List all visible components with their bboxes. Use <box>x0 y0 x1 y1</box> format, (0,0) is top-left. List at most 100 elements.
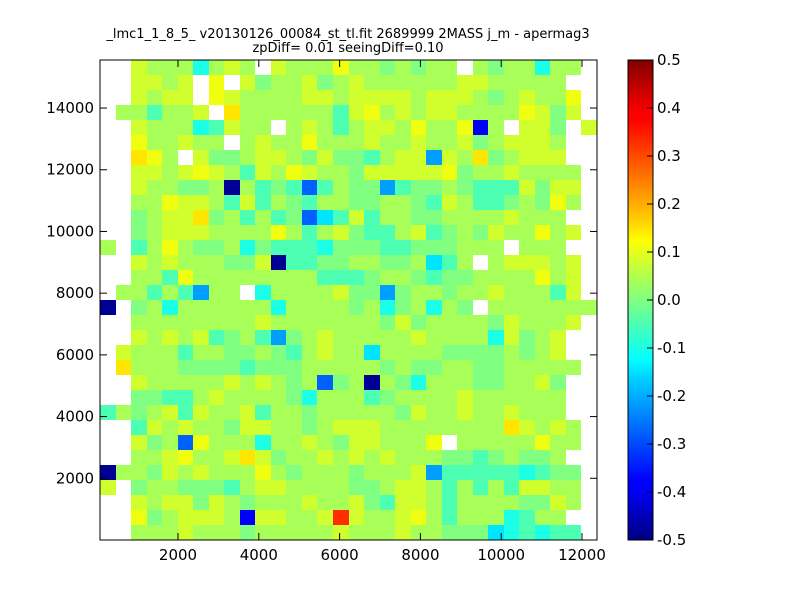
heatmap-cell <box>442 525 457 540</box>
heatmap-cell <box>255 510 271 525</box>
heatmap-cell <box>178 135 193 150</box>
heatmap-cell <box>178 465 193 480</box>
heatmap-cell <box>271 255 286 270</box>
heatmap-cell <box>286 90 302 105</box>
y-tick-label: 12000 <box>46 161 94 179</box>
heatmap-cell <box>240 90 255 105</box>
heatmap-cell <box>147 495 162 510</box>
heatmap-cell <box>395 435 411 450</box>
heatmap-cell <box>380 405 395 420</box>
heatmap-cell <box>395 345 411 360</box>
heatmap-cell <box>333 315 349 330</box>
heatmap-cell <box>286 390 302 405</box>
heatmap-cell <box>131 210 147 225</box>
heatmap-cell <box>349 120 364 135</box>
colorbar-tick-label: -0.5 <box>657 531 686 549</box>
heatmap-cell <box>255 165 271 180</box>
heatmap-cell <box>193 105 209 120</box>
heatmap-cell <box>193 180 209 195</box>
heatmap-cell <box>457 180 473 195</box>
heatmap-cell <box>457 480 473 495</box>
heatmap-cell <box>131 315 147 330</box>
heatmap-cell <box>162 330 178 345</box>
heatmap-cell <box>380 255 395 270</box>
heatmap-cell <box>473 420 488 435</box>
heatmap-cell <box>147 120 162 135</box>
heatmap-cell <box>162 360 178 375</box>
heatmap-cell <box>457 135 473 150</box>
heatmap-cell <box>333 375 349 390</box>
heatmap-cell <box>504 90 519 105</box>
heatmap-cell <box>193 495 209 510</box>
heatmap-cell <box>566 180 581 195</box>
heatmap-cell <box>535 285 550 300</box>
heatmap-cell <box>286 510 302 525</box>
heatmap-cell <box>333 75 349 90</box>
heatmap-cell <box>473 90 488 105</box>
heatmap-cell <box>209 390 224 405</box>
heatmap-cell <box>333 135 349 150</box>
heatmap-cell <box>178 240 193 255</box>
heatmap-cell <box>411 525 426 540</box>
heatmap-cell <box>442 150 457 165</box>
heatmap-cell <box>255 75 271 90</box>
x-tick-label: 2000 <box>159 546 197 564</box>
heatmap-cell <box>302 90 317 105</box>
heatmap-cell <box>473 465 488 480</box>
heatmap-cell <box>504 525 519 540</box>
heatmap-cell <box>364 435 380 450</box>
heatmap-cell <box>317 165 333 180</box>
heatmap-cell <box>349 225 364 240</box>
heatmap-cell <box>473 210 488 225</box>
heatmap-cell <box>519 90 535 105</box>
heatmap-cell <box>302 420 317 435</box>
heatmap-cell <box>349 495 364 510</box>
heatmap-cell <box>240 300 255 315</box>
heatmap-cell <box>550 435 566 450</box>
heatmap-cell <box>302 120 317 135</box>
heatmap-cell <box>550 300 566 315</box>
heatmap-cell <box>271 510 286 525</box>
heatmap-cell <box>317 420 333 435</box>
heatmap-cell <box>566 300 581 315</box>
heatmap-cell <box>286 435 302 450</box>
heatmap-cell <box>193 285 209 300</box>
heatmap-cell <box>519 330 535 345</box>
heatmap-cell <box>349 195 364 210</box>
heatmap-cell <box>240 195 255 210</box>
heatmap-cell <box>535 105 550 120</box>
heatmap-cell <box>535 210 550 225</box>
heatmap-cell <box>131 330 147 345</box>
heatmap-cell <box>395 105 411 120</box>
heatmap-cell <box>519 120 535 135</box>
heatmap-cell <box>395 330 411 345</box>
heatmap-cell <box>178 390 193 405</box>
heatmap-cell <box>178 435 193 450</box>
heatmap-cell <box>550 330 566 345</box>
heatmap-cell <box>302 345 317 360</box>
heatmap-cell <box>255 495 271 510</box>
heatmap-cell <box>240 210 255 225</box>
heatmap-cell <box>209 240 224 255</box>
heatmap-cell <box>473 165 488 180</box>
heatmap-cell <box>131 195 147 210</box>
heatmap-cell <box>255 525 271 540</box>
heatmap-cell <box>473 60 488 75</box>
heatmap-cell <box>209 465 224 480</box>
heatmap-cell <box>504 345 519 360</box>
heatmap-cell <box>519 60 535 75</box>
heatmap-cell <box>147 420 162 435</box>
heatmap-cell <box>349 255 364 270</box>
heatmap-cell <box>535 375 550 390</box>
heatmap-cell <box>271 240 286 255</box>
heatmap-cell <box>224 300 240 315</box>
heatmap-cell <box>162 285 178 300</box>
heatmap-cell <box>255 360 271 375</box>
heatmap-cell <box>364 315 380 330</box>
heatmap-cell <box>209 345 224 360</box>
heatmap-cell <box>473 225 488 240</box>
colorbar-tick-label: -0.1 <box>657 339 686 357</box>
heatmap-cell <box>178 420 193 435</box>
heatmap-cell <box>411 345 426 360</box>
